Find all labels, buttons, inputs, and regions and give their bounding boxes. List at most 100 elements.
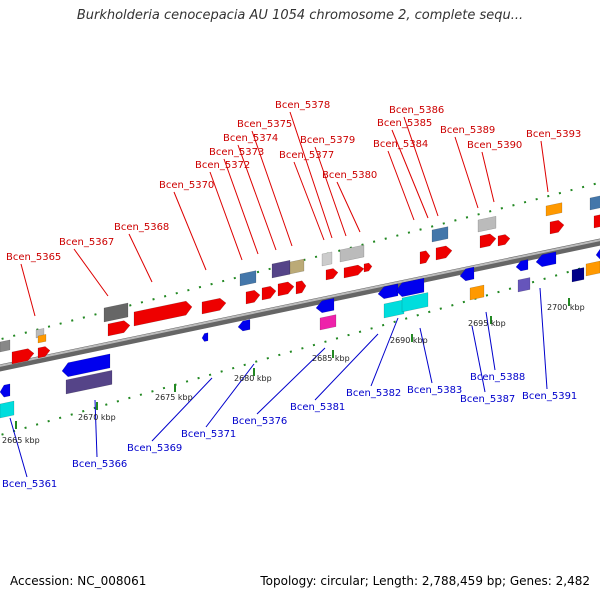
label-leader-line	[289, 111, 333, 239]
gene-feature	[315, 297, 335, 314]
gene-label-forward[interactable]: Bcen_5365	[6, 252, 61, 263]
label-leader-line	[314, 146, 347, 237]
gene-feature	[545, 202, 563, 217]
gene-label-forward[interactable]: Bcen_5367	[59, 237, 114, 248]
gene-feature	[435, 245, 453, 261]
gene-label-forward[interactable]: Bcen_5375	[237, 119, 292, 130]
gene-label-reverse[interactable]: Bcen_5366	[72, 459, 127, 470]
gene-feature	[419, 250, 431, 265]
gene-label-forward[interactable]: Bcen_5379	[300, 135, 355, 146]
chromosome-backbone-highlight	[0, 239, 600, 367]
gene-label-forward[interactable]: Bcen_5370	[159, 180, 214, 191]
gene-label-forward[interactable]: Bcen_5389	[440, 125, 495, 136]
gene-label-reverse[interactable]: Bcen_5388	[470, 372, 525, 383]
gene-label-forward[interactable]: Bcen_5386	[389, 105, 444, 116]
gene-feature	[363, 262, 373, 273]
gene-feature	[295, 280, 307, 295]
gene-label-forward[interactable]: Bcen_5378	[275, 100, 330, 111]
gene-label-forward[interactable]: Bcen_5393	[526, 129, 581, 140]
gene-feature	[319, 314, 337, 331]
gene-feature	[321, 251, 333, 267]
gene-label-reverse[interactable]: Bcen_5376	[232, 416, 287, 427]
label-leader-line	[471, 325, 486, 393]
gene-feature	[201, 332, 209, 342]
gene-feature	[477, 215, 497, 233]
label-leader-line	[20, 263, 36, 317]
gene-feature	[107, 320, 131, 337]
gene-label-forward[interactable]: Bcen_5372	[195, 160, 250, 171]
scale-label: 2675 kbp	[155, 393, 193, 402]
gene-feature	[515, 259, 529, 272]
gene-label-reverse[interactable]: Bcen_5381	[290, 402, 345, 413]
gene-feature	[383, 299, 405, 319]
label-leader-line	[485, 311, 496, 371]
gene-label-forward[interactable]: Bcen_5374	[223, 133, 278, 144]
gene-feature	[0, 400, 15, 419]
gene-feature	[271, 259, 291, 279]
label-leader-line	[391, 129, 429, 219]
gene-feature	[549, 219, 565, 235]
label-leader-line	[419, 327, 433, 384]
gene-feature	[395, 277, 425, 298]
gene-label-forward[interactable]: Bcen_5368	[114, 222, 169, 233]
label-leader-line	[256, 347, 326, 415]
gene-label-reverse[interactable]: Bcen_5369	[127, 443, 182, 454]
label-leader-line	[173, 191, 207, 271]
scale-labels: 2665 kbp 2670 kbp 2675 kbp 2680 kbp 2685 kbp…	[2, 303, 585, 445]
gene-feature	[431, 226, 449, 243]
gene-label-reverse[interactable]: Bcen_5371	[181, 429, 236, 440]
label-leader-line	[370, 317, 399, 387]
label-leader-line	[9, 417, 28, 478]
label-leader-line	[387, 150, 415, 221]
accession-text: Accession: NC_008061	[10, 574, 147, 588]
gene-label-reverse[interactable]: Bcen_5391	[522, 391, 577, 402]
label-leader-line	[223, 158, 259, 255]
scale-label: 2670 kbp	[78, 413, 116, 422]
gene-label-reverse[interactable]: Bcen_5383	[407, 385, 462, 396]
gene-feature	[535, 251, 557, 268]
gene-feature	[37, 346, 51, 359]
gene-feature	[459, 266, 475, 282]
gene-label-forward[interactable]: Bcen_5373	[209, 147, 264, 158]
label-leader-line	[481, 151, 495, 203]
gene-feature	[497, 234, 511, 247]
gene-feature	[595, 248, 600, 260]
label-leader-line	[237, 144, 277, 251]
label-leader-line	[454, 136, 479, 209]
gene-feature	[65, 370, 113, 395]
gene-label-forward[interactable]: Bcen_5385	[377, 118, 432, 129]
label-leader-line	[293, 161, 325, 241]
gene-feature	[277, 281, 295, 297]
gene-feature	[133, 300, 193, 327]
gene-label-reverse[interactable]: Bcen_5387	[460, 394, 515, 405]
gene-feature	[571, 267, 585, 283]
gene-label-forward[interactable]: Bcen_5380	[322, 170, 377, 181]
gene-feature	[0, 383, 11, 398]
gene-feature	[585, 260, 600, 277]
gene-feature	[589, 195, 600, 211]
gene-feature	[593, 214, 600, 229]
label-leader-line	[209, 171, 243, 261]
gene-feature	[289, 258, 305, 275]
map-title: Burkholderia cenocepacia AU 1054 chromos…	[76, 8, 524, 23]
label-leader-line	[205, 363, 255, 428]
label-leader-line	[540, 140, 549, 193]
gene-label-reverse[interactable]: Bcen_5361	[2, 479, 57, 490]
gene-feature	[479, 233, 497, 249]
gene-label-reverse[interactable]: Bcen_5382	[346, 388, 401, 399]
gene-feature	[0, 339, 11, 353]
label-leader-line	[151, 377, 213, 442]
gene-label-forward[interactable]: Bcen_5390	[467, 140, 522, 151]
gene-label-forward[interactable]: Bcen_5377	[279, 150, 334, 161]
label-leader-line	[94, 399, 98, 458]
gene-label-forward[interactable]: Bcen_5384	[373, 139, 428, 150]
gene-feature	[469, 284, 485, 301]
gene-feature	[37, 334, 47, 344]
label-leader-line	[539, 287, 548, 390]
gene-features	[0, 195, 600, 419]
gene-feature	[517, 277, 531, 293]
gene-label-leaders	[9, 111, 549, 478]
gene-feature	[245, 289, 261, 305]
